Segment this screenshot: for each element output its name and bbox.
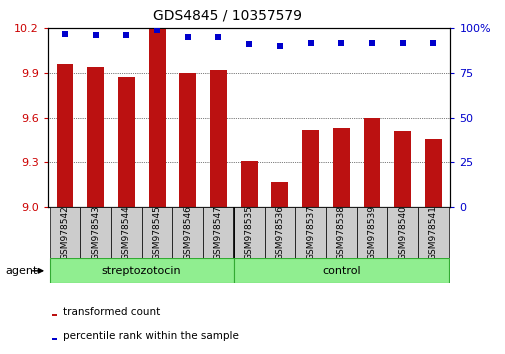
Text: GSM978537: GSM978537 xyxy=(306,205,315,260)
Bar xyxy=(52,338,57,340)
Point xyxy=(214,34,222,40)
Bar xyxy=(148,28,165,207)
Text: GSM978546: GSM978546 xyxy=(183,205,192,260)
Point xyxy=(306,40,314,45)
Bar xyxy=(57,64,73,207)
Point xyxy=(91,33,99,38)
Text: GSM978539: GSM978539 xyxy=(367,205,376,260)
Text: percentile rank within the sample: percentile rank within the sample xyxy=(63,331,239,341)
Bar xyxy=(111,207,141,258)
Bar xyxy=(271,182,288,207)
Text: GSM978535: GSM978535 xyxy=(244,205,253,260)
Bar xyxy=(325,207,356,258)
Bar xyxy=(141,207,172,258)
Bar xyxy=(203,207,233,258)
Bar xyxy=(49,207,80,258)
Point xyxy=(244,41,252,47)
Text: GSM978536: GSM978536 xyxy=(275,205,284,260)
Text: GSM978544: GSM978544 xyxy=(122,205,131,260)
Point xyxy=(367,40,375,45)
Bar xyxy=(179,73,196,207)
Bar xyxy=(301,130,319,207)
Point xyxy=(275,44,283,49)
Bar xyxy=(52,314,57,316)
Bar xyxy=(210,70,227,207)
Text: control: control xyxy=(322,266,360,276)
Bar xyxy=(233,207,264,258)
Text: GSM978547: GSM978547 xyxy=(214,205,223,260)
Text: transformed count: transformed count xyxy=(63,307,160,317)
Point xyxy=(183,34,191,40)
Text: GSM978542: GSM978542 xyxy=(60,205,69,260)
Text: GSM978540: GSM978540 xyxy=(397,205,407,260)
Bar xyxy=(80,207,111,258)
Point xyxy=(153,27,161,33)
Point xyxy=(61,31,69,36)
Point xyxy=(429,40,437,45)
Text: GSM978543: GSM978543 xyxy=(91,205,100,260)
Bar xyxy=(387,207,417,258)
Bar xyxy=(424,138,441,207)
Text: agent: agent xyxy=(5,266,37,276)
Bar xyxy=(332,128,349,207)
Bar xyxy=(264,207,295,258)
Text: streptozotocin: streptozotocin xyxy=(102,266,181,276)
Bar xyxy=(172,207,203,258)
Bar xyxy=(118,78,134,207)
Bar xyxy=(87,67,104,207)
Bar xyxy=(356,207,387,258)
Bar xyxy=(417,207,448,258)
Point xyxy=(337,40,345,45)
Bar xyxy=(49,258,233,283)
Bar xyxy=(363,118,380,207)
Bar xyxy=(240,161,257,207)
Bar xyxy=(234,258,448,283)
Text: GSM978545: GSM978545 xyxy=(153,205,161,260)
Text: GSM978541: GSM978541 xyxy=(428,205,437,260)
Text: GSM978538: GSM978538 xyxy=(336,205,345,260)
Point xyxy=(122,33,130,38)
Text: GDS4845 / 10357579: GDS4845 / 10357579 xyxy=(153,9,301,23)
Bar xyxy=(393,131,411,207)
Point xyxy=(398,40,406,45)
Bar xyxy=(295,207,325,258)
